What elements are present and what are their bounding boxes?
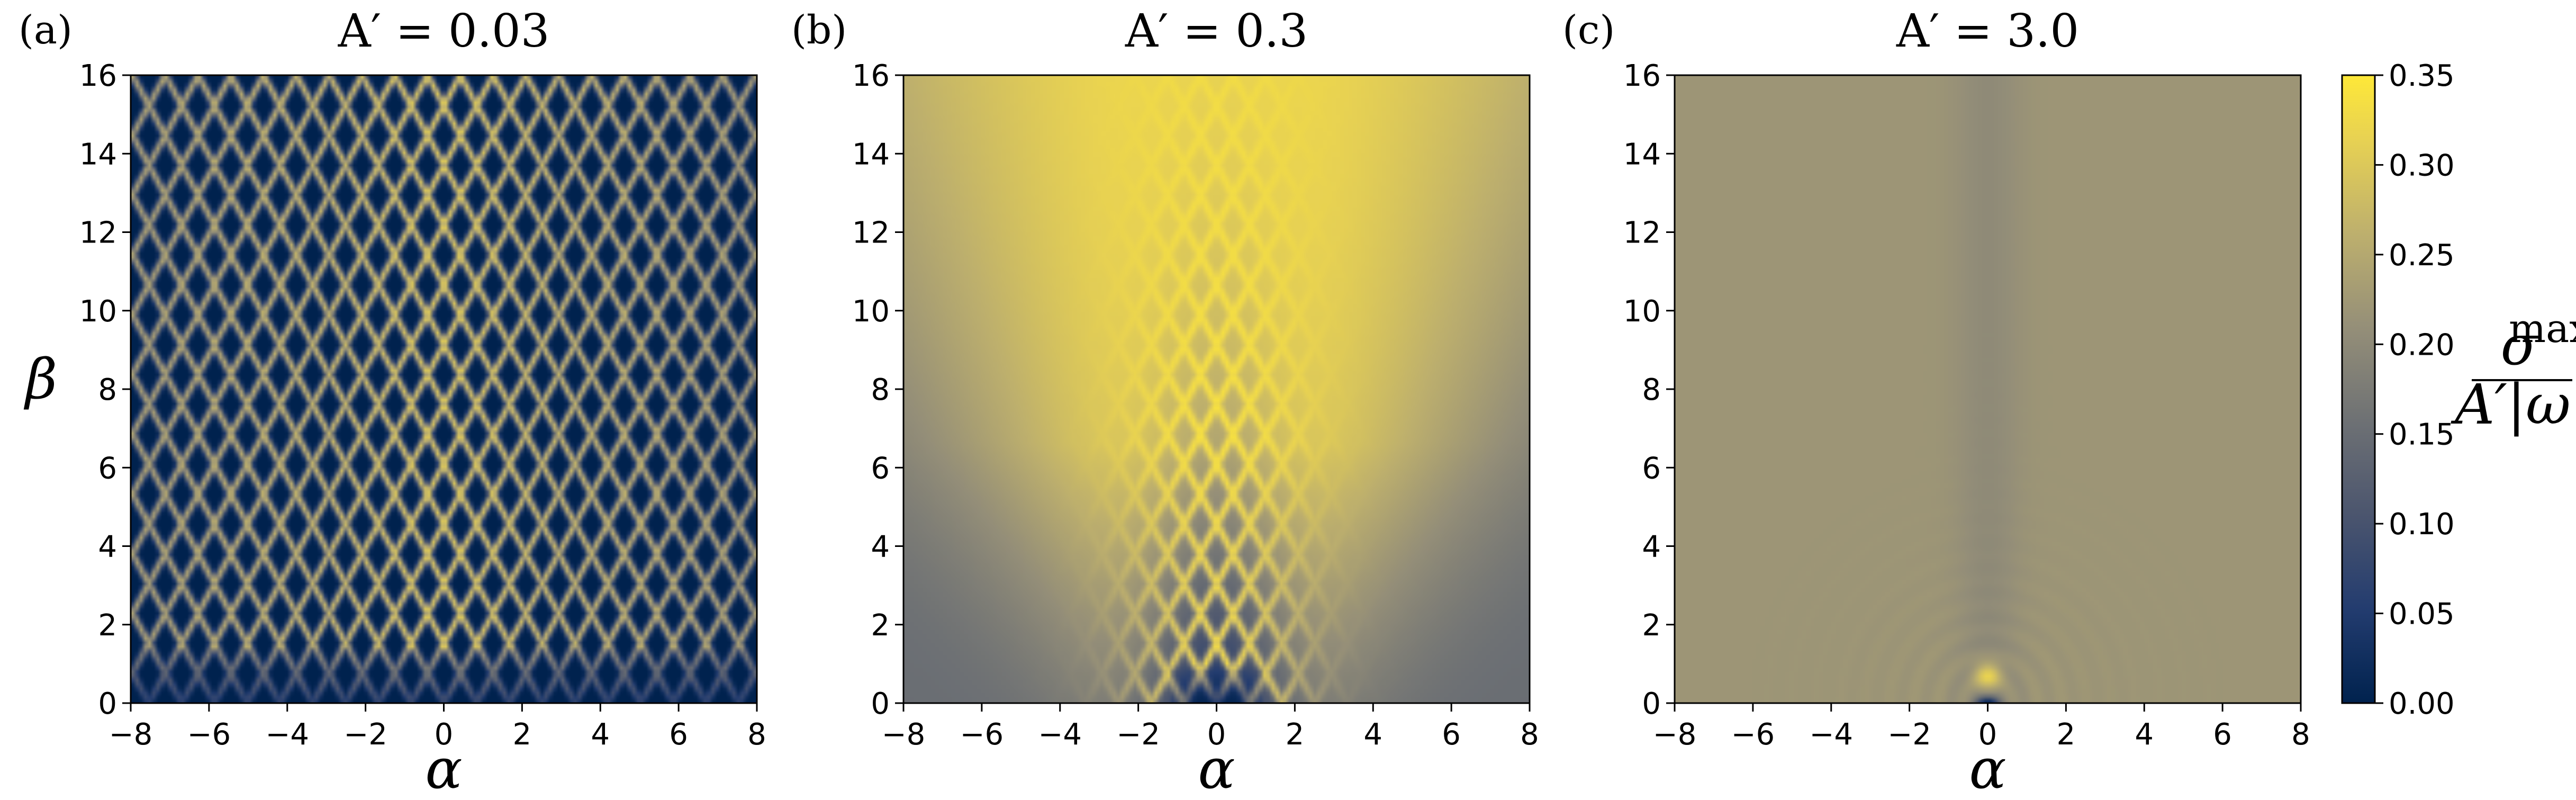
x-tick-label: 4 xyxy=(591,717,610,752)
y-tick-label: 2 xyxy=(871,608,890,643)
y-tick-label: 2 xyxy=(98,608,117,643)
x-tick-label: 6 xyxy=(1442,717,1461,752)
y-tick-label: 14 xyxy=(852,137,890,172)
x-tick-label: 6 xyxy=(2213,717,2232,752)
y-tick-label: 6 xyxy=(98,451,117,486)
x-tick-label: −8 xyxy=(1653,717,1697,752)
y-tick-label: 2 xyxy=(1642,608,1661,643)
x-tick-label: −8 xyxy=(882,717,926,752)
colorbar-scale xyxy=(2341,74,2376,704)
x-tick-label: −4 xyxy=(265,717,309,752)
colorbar-tick-label: 0.20 xyxy=(2389,328,2455,362)
colorbar-tick-label: 0.15 xyxy=(2389,418,2455,452)
colorbar-tick-label: 0.00 xyxy=(2389,687,2455,721)
x-axis-label: α xyxy=(425,736,462,800)
y-tick-label: 0 xyxy=(98,687,117,721)
x-tick-label: 8 xyxy=(747,717,766,752)
panel-title: A′ = 0.03 xyxy=(338,5,550,58)
colorbar-tick-label: 0.30 xyxy=(2389,148,2455,183)
colorbar-label-numerator: σ xyxy=(2501,313,2540,377)
x-tick-label: −2 xyxy=(344,717,387,752)
x-tick-label: −4 xyxy=(1038,717,1082,752)
colorbar-tick-label: 0.10 xyxy=(2389,507,2455,542)
y-tick-label: 6 xyxy=(871,451,890,486)
x-tick-label: −2 xyxy=(1887,717,1931,752)
heatmap-image xyxy=(131,75,757,703)
x-tick-label: −6 xyxy=(1731,717,1775,752)
x-tick-label: 4 xyxy=(1363,717,1382,752)
x-tick-label: −6 xyxy=(960,717,1004,752)
y-tick-label: 0 xyxy=(1642,687,1661,721)
y-tick-label: 16 xyxy=(79,59,117,93)
x-tick-label: −6 xyxy=(187,717,231,752)
y-tick-label: 14 xyxy=(79,137,117,172)
y-tick-label: 10 xyxy=(852,294,890,329)
x-tick-label: 2 xyxy=(1286,717,1305,752)
y-tick-label: 4 xyxy=(1642,530,1661,564)
y-axis-label: β xyxy=(23,347,57,411)
colorbar-tick-label: 0.25 xyxy=(2389,238,2455,273)
y-tick-label: 12 xyxy=(79,216,117,250)
panel-label: (b) xyxy=(791,7,847,53)
x-tick-label: 0 xyxy=(435,717,454,752)
heatmap-image xyxy=(903,75,1530,703)
y-tick-label: 8 xyxy=(871,373,890,407)
x-axis-label: α xyxy=(1198,736,1235,800)
heatmap-panel-3: −8 −6 −4 −2 0 2 4 6 8 0 2 4 6 8 10 12 14 16 A′ = 3.0 (c) α xyxy=(1562,5,2310,800)
x-axis-label: α xyxy=(1969,736,2006,800)
y-tick-label: 10 xyxy=(79,294,117,329)
x-tick-label: 8 xyxy=(2291,717,2310,752)
colorbar-tick-label: 0.05 xyxy=(2389,597,2455,632)
panel-title: A′ = 0.3 xyxy=(1125,5,1308,58)
x-tick-label: −4 xyxy=(1809,717,1853,752)
colorbar-tick-label: 0.35 xyxy=(2389,59,2455,93)
y-tick-label: 16 xyxy=(1623,59,1661,93)
y-tick-label: 4 xyxy=(98,530,117,564)
colorbar: 0.00 0.05 0.10 0.15 0.20 0.25 0.30 0.35 σmax A′|ω… xyxy=(2341,59,2576,721)
x-tick-label: 2 xyxy=(2057,717,2076,752)
y-tick-label: 12 xyxy=(1623,216,1661,250)
x-tick-label: 0 xyxy=(1207,717,1226,752)
y-tick-label: 4 xyxy=(871,530,890,564)
colorbar-label-denominator: A′|ω| xyxy=(2451,372,2576,437)
colorbar-label-superscript: max xyxy=(2509,306,2576,352)
x-tick-label: 0 xyxy=(1978,717,1997,752)
x-tick-label: 8 xyxy=(1520,717,1539,752)
heatmap-image xyxy=(1675,75,2301,703)
y-tick-label: 16 xyxy=(852,59,890,93)
heatmap-panel-2: −8 −6 −4 −2 0 2 4 6 8 0 2 4 6 8 10 12 14 16 A′ = 0.3 (b) α xyxy=(791,5,1539,800)
x-tick-label: 2 xyxy=(513,717,532,752)
y-tick-label: 0 xyxy=(871,687,890,721)
x-tick-label: −2 xyxy=(1116,717,1160,752)
y-tick-label: 10 xyxy=(1623,294,1661,329)
heatmap-panel-1: −8 −6 −4 −2 0 2 4 6 8 0 2 4 6 8 10 12 14 16 A′ = 0.03 (a) α β xyxy=(19,5,766,800)
panel-title: A′ = 3.0 xyxy=(1896,5,2079,58)
y-tick-label: 6 xyxy=(1642,451,1661,486)
y-tick-label: 8 xyxy=(1642,373,1661,407)
panel-label: (c) xyxy=(1562,7,1615,53)
y-tick-label: 12 xyxy=(852,216,890,250)
panel-label: (a) xyxy=(19,7,73,53)
y-tick-label: 8 xyxy=(98,373,117,407)
x-tick-label: 4 xyxy=(2135,717,2154,752)
y-tick-label: 14 xyxy=(1623,137,1661,172)
x-tick-label: −8 xyxy=(109,717,153,752)
x-tick-label: 6 xyxy=(669,717,688,752)
